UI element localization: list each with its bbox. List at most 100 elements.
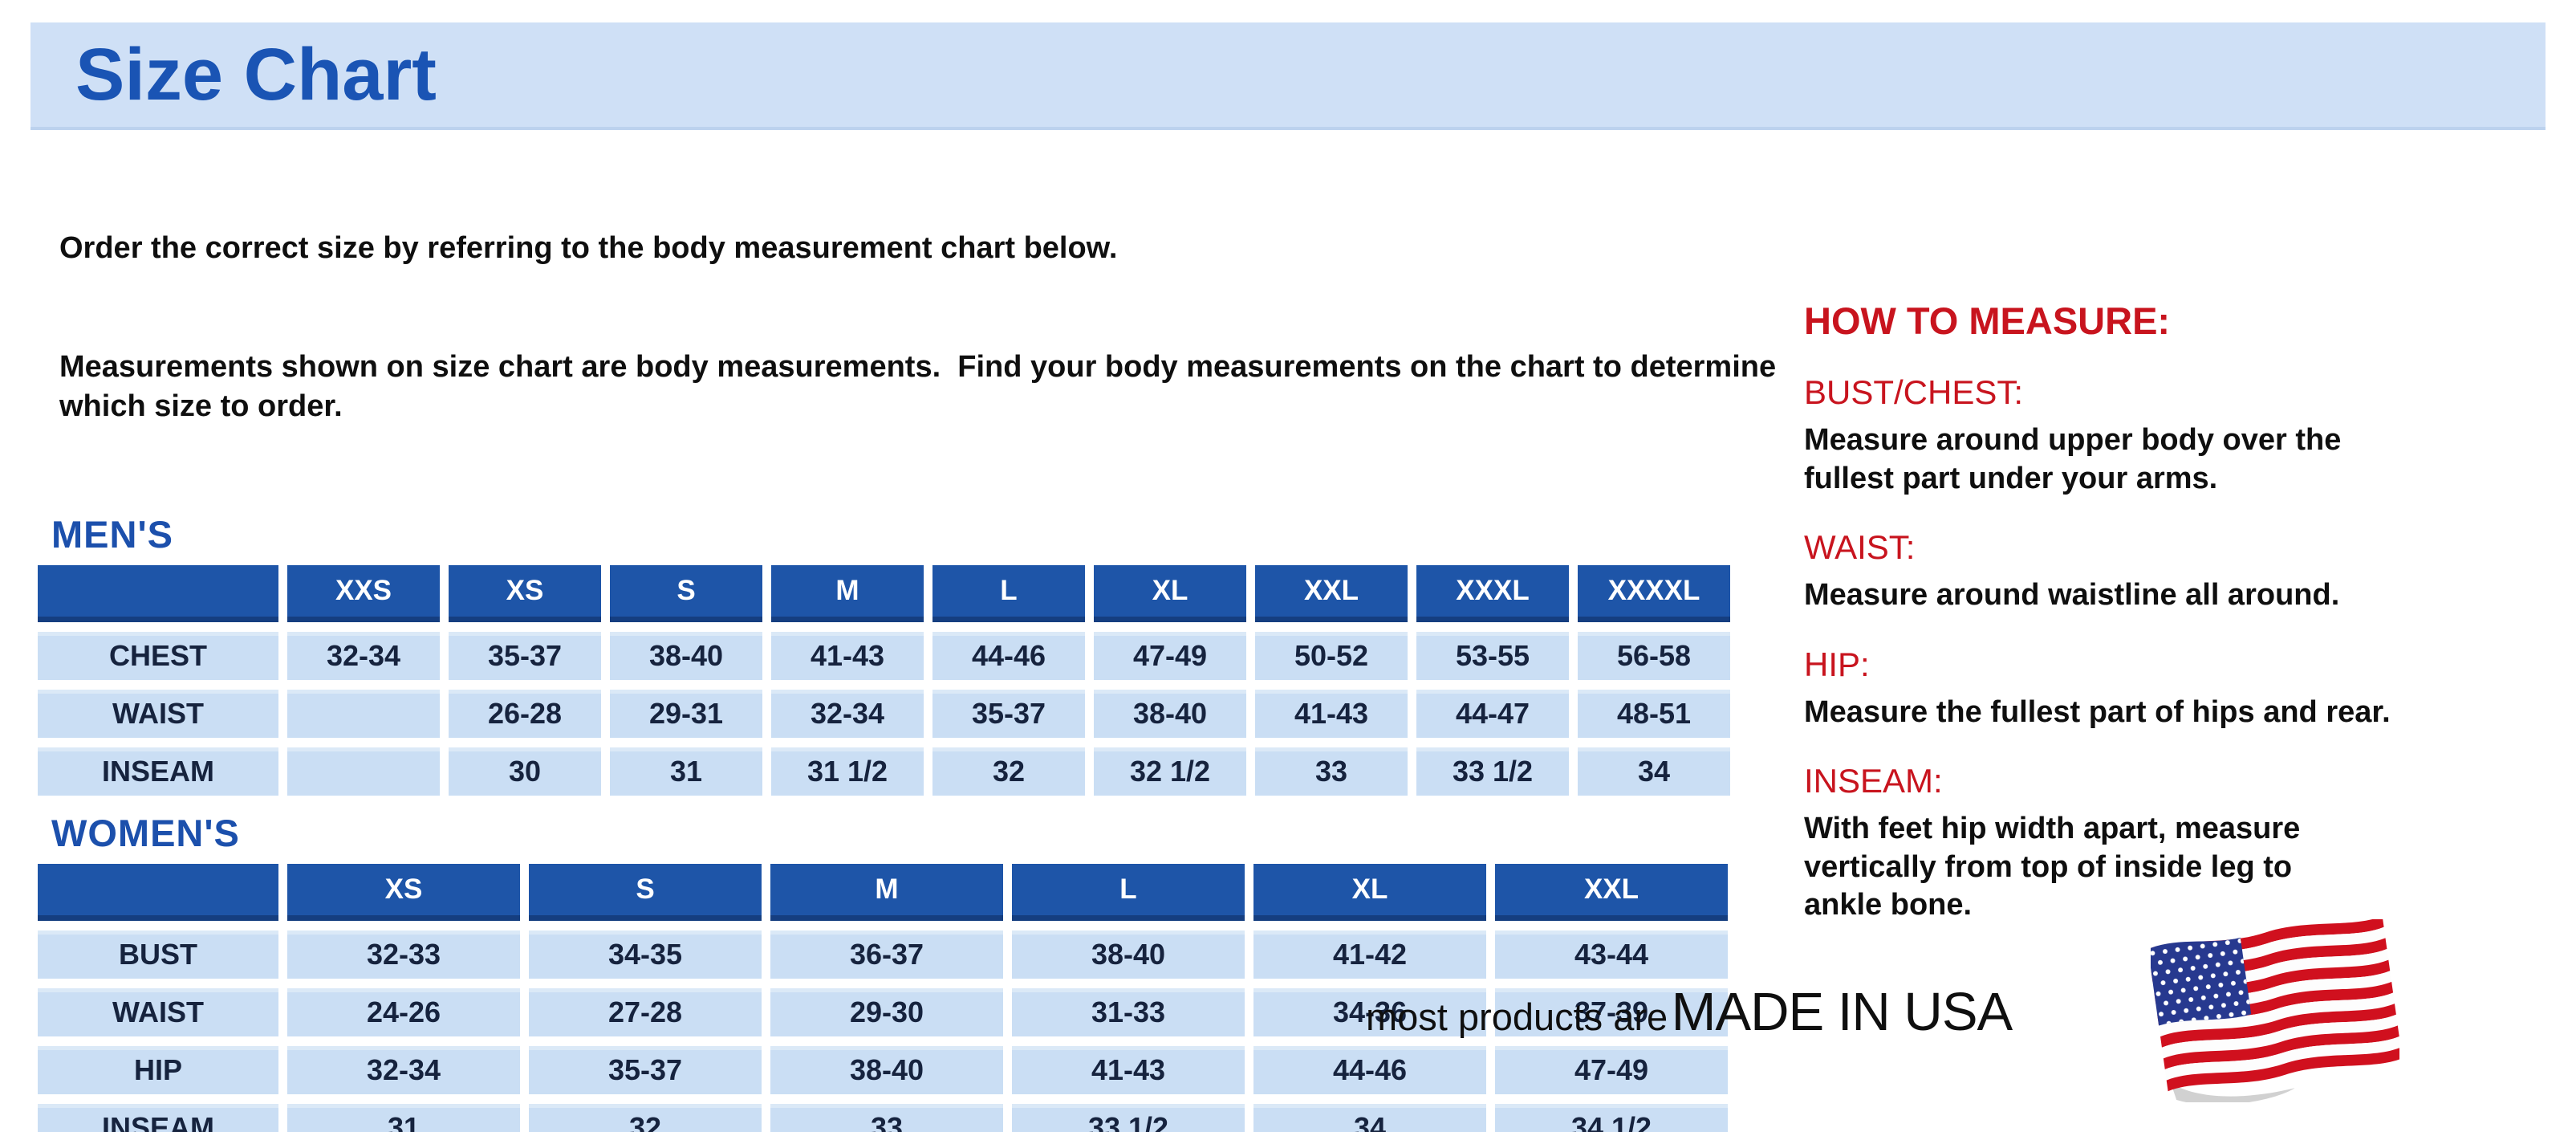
size-cell: 32-33 — [287, 930, 520, 979]
size-cell: 56-58 — [1578, 631, 1730, 680]
row-label: BUST — [38, 930, 278, 979]
size-cell: 29-30 — [770, 988, 1003, 1037]
size-cell: 29-31 — [610, 689, 762, 738]
size-cell — [287, 747, 440, 796]
size-cell: 41-43 — [771, 631, 924, 680]
size-cell: 30 — [449, 747, 601, 796]
size-cell: 35-37 — [449, 631, 601, 680]
size-cell: 31 — [610, 747, 762, 796]
row-label: HIP — [38, 1046, 278, 1095]
size-cell: 41-42 — [1253, 930, 1486, 979]
size-cell: 47-49 — [1094, 631, 1246, 680]
size-cell: 34 1/2 — [1495, 1104, 1728, 1132]
size-cell: 34 — [1578, 747, 1730, 796]
measure-text-waist: Measure around waistline all around. — [1804, 578, 2340, 612]
table-row: INSEAM 31 32 33 33 1/2 34 34 1/2 — [38, 1104, 1728, 1132]
column-header: S — [529, 864, 762, 922]
size-cell: 44-47 — [1416, 689, 1569, 738]
intro-line-2: Measurements shown on size chart are bod… — [59, 349, 1785, 424]
size-cell: 35-37 — [529, 1046, 762, 1095]
mens-size-table: XXS XS S M L XL XXL XXXL XXXXL CHEST 32-… — [29, 556, 1739, 805]
size-cell: 38-40 — [770, 1046, 1003, 1095]
size-cell: 38-40 — [610, 631, 762, 680]
column-header: XXXL — [1416, 564, 1569, 622]
size-cell: 43-44 — [1495, 930, 1728, 979]
how-to-measure-panel: HOW TO MEASURE: BUST/CHEST: Measure arou… — [1804, 299, 2574, 925]
size-cell: 34 — [1253, 1104, 1486, 1132]
size-tables-column: Order the correct size by referring to t… — [29, 130, 1786, 1132]
column-header: XXS — [287, 564, 440, 622]
table-header-row: XXS XS S M L XL XXL XXXL XXXXL — [38, 564, 1730, 622]
size-cell: 26-28 — [449, 689, 601, 738]
size-cell: 44-46 — [1253, 1046, 1486, 1095]
column-header: XXL — [1255, 564, 1408, 622]
row-label: CHEST — [38, 631, 278, 680]
column-header: XL — [1094, 564, 1246, 622]
corner-cell — [38, 864, 278, 922]
womens-size-table: XS S M L XL XXL BUST 32-33 34-35 36-37 3… — [29, 854, 1737, 1132]
size-cell: 38-40 — [1012, 930, 1245, 979]
row-label: WAIST — [38, 689, 278, 738]
row-label: WAIST — [38, 988, 278, 1037]
table-row: WAIST 24-26 27-28 29-30 31-33 34-36 37-3… — [38, 988, 1728, 1037]
column-header: M — [771, 564, 924, 622]
size-cell: 34-35 — [529, 930, 762, 979]
corner-cell — [38, 564, 278, 622]
measure-text-inseam: With feet hip width apart, measure verti… — [1804, 812, 2301, 922]
size-cell: 33 — [1255, 747, 1408, 796]
table-header-row: XS S M L XL XXL — [38, 864, 1728, 922]
table-row: WAIST 26-28 29-31 32-34 35-37 38-40 41-4… — [38, 689, 1730, 738]
size-cell: 50-52 — [1255, 631, 1408, 680]
size-cell: 33 1/2 — [1416, 747, 1569, 796]
size-cell: 32-34 — [287, 1046, 520, 1095]
size-cell: 44-46 — [932, 631, 1085, 680]
made-in-usa-prefix: most products are — [1366, 996, 1668, 1038]
column-header: XXL — [1495, 864, 1728, 922]
size-cell — [287, 689, 440, 738]
size-cell: 33 — [770, 1104, 1003, 1132]
size-cell: 32-34 — [771, 689, 924, 738]
measure-heading-waist: WAIST: — [1804, 528, 1916, 566]
size-cell: 37-39 — [1495, 988, 1728, 1037]
size-cell: 24-26 — [287, 988, 520, 1037]
size-cell: 47-49 — [1495, 1046, 1728, 1095]
column-header: XXXXL — [1578, 564, 1730, 622]
column-header: L — [1012, 864, 1245, 922]
size-cell: 31 1/2 — [771, 747, 924, 796]
table-row: INSEAM 30 31 31 1/2 32 32 1/2 33 33 1/2 … — [38, 747, 1730, 796]
row-label: INSEAM — [38, 1104, 278, 1132]
measure-heading-bust-chest: BUST/CHEST: — [1804, 373, 2024, 411]
size-cell: 48-51 — [1578, 689, 1730, 738]
column-header: XS — [287, 864, 520, 922]
size-cell: 27-28 — [529, 988, 762, 1037]
column-header: S — [610, 564, 762, 622]
size-cell: 33 1/2 — [1012, 1104, 1245, 1132]
size-cell: 53-55 — [1416, 631, 1569, 680]
size-cell: 41-43 — [1012, 1046, 1245, 1095]
size-cell: 31 — [287, 1104, 520, 1132]
row-label: INSEAM — [38, 747, 278, 796]
measure-heading-inseam: INSEAM: — [1804, 762, 1943, 800]
size-cell: 32 — [932, 747, 1085, 796]
table-row: BUST 32-33 34-35 36-37 38-40 41-42 43-44 — [38, 930, 1728, 979]
size-cell: 32 — [529, 1104, 762, 1132]
size-cell: 38-40 — [1094, 689, 1246, 738]
column-header: M — [770, 864, 1003, 922]
column-header: L — [932, 564, 1085, 622]
measure-text-bust-chest: Measure around upper body over the fulle… — [1804, 423, 2342, 495]
size-cell: 32-34 — [287, 631, 440, 680]
table-row: HIP 32-34 35-37 38-40 41-43 44-46 47-49 — [38, 1046, 1728, 1095]
size-cell: 36-37 — [770, 930, 1003, 979]
column-header: XL — [1253, 864, 1486, 922]
intro-line-1: Order the correct size by referring to t… — [59, 230, 1118, 265]
intro-text: Order the correct size by referring to t… — [59, 149, 1786, 507]
size-cell: 34-36 — [1253, 988, 1486, 1037]
section-heading-mens: MEN'S — [51, 512, 173, 556]
size-cell: 32 1/2 — [1094, 747, 1246, 796]
table-row: CHEST 32-34 35-37 38-40 41-43 44-46 47-4… — [38, 631, 1730, 680]
how-to-measure-title: HOW TO MEASURE: — [1804, 299, 2171, 342]
size-cell: 31-33 — [1012, 988, 1245, 1037]
title-banner: Size Chart — [30, 22, 2546, 130]
made-in-usa-text: MADE IN USA — [1671, 982, 2013, 1042]
